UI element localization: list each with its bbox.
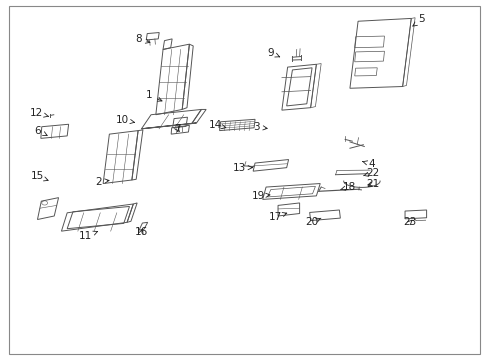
Text: 19: 19 [252, 191, 269, 201]
Text: 4: 4 [362, 159, 374, 169]
Text: 6: 6 [34, 126, 47, 136]
Text: 13: 13 [233, 163, 252, 173]
Text: 23: 23 [403, 217, 416, 227]
Text: 20: 20 [305, 217, 320, 227]
Text: 8: 8 [135, 34, 150, 44]
Text: 17: 17 [268, 212, 286, 222]
Text: 3: 3 [253, 122, 266, 132]
Text: 11: 11 [79, 231, 98, 242]
Text: 12: 12 [29, 108, 48, 118]
Text: 21: 21 [366, 179, 379, 189]
Text: 2: 2 [95, 177, 109, 187]
Text: 7: 7 [174, 124, 181, 134]
Text: 18: 18 [340, 182, 356, 192]
Text: 5: 5 [412, 14, 424, 26]
Text: 22: 22 [363, 168, 379, 178]
Text: 10: 10 [116, 115, 134, 125]
Text: 14: 14 [209, 120, 225, 130]
Text: 15: 15 [31, 171, 48, 181]
Text: 16: 16 [135, 227, 148, 237]
Text: 9: 9 [267, 48, 279, 58]
Text: 1: 1 [145, 90, 162, 101]
